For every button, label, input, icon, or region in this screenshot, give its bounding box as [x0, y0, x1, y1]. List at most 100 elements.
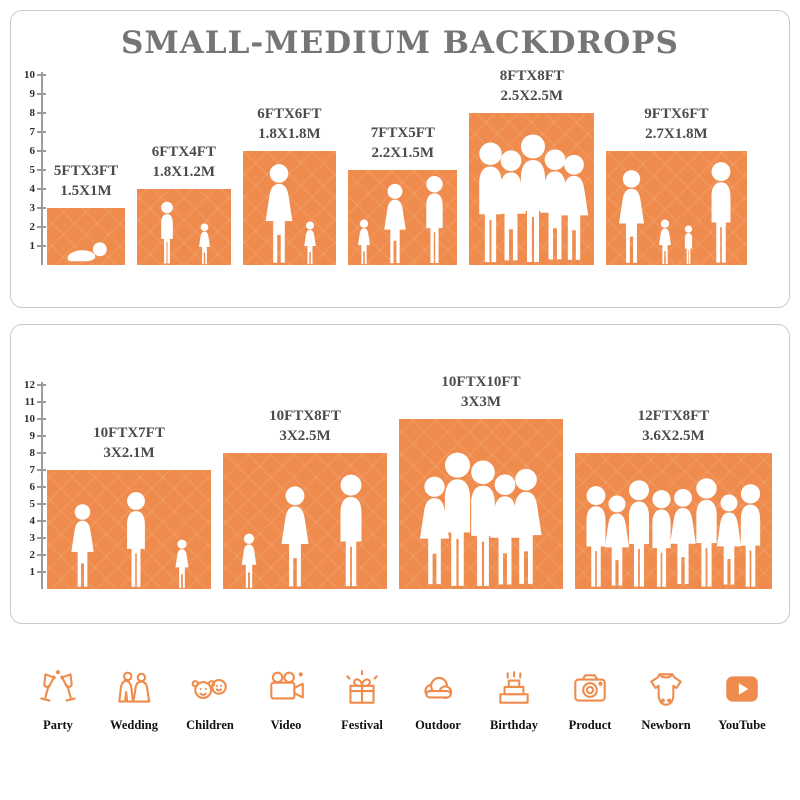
person-silhouette [196, 223, 213, 265]
category-label: Newborn [641, 718, 691, 732]
page-title: SMALL-MEDIUM BACKDROPS [121, 25, 679, 61]
bar-metric-label: 2.2X1.5M [371, 144, 435, 161]
backdrop-bar [223, 453, 387, 589]
ruler-tick: 10 [24, 413, 46, 425]
backdrop-bar [606, 151, 747, 265]
backdrop-bar [242, 151, 337, 265]
category-label: Wedding [110, 718, 158, 732]
person-silhouette [155, 201, 179, 265]
person-silhouette [238, 533, 260, 589]
bar-group: 6FTX6FT 1.8X1.8M [242, 105, 337, 265]
bar-label: 10FTX8FT 3X2.5M [269, 407, 341, 446]
bar-metric-label: 3X3M [460, 393, 501, 410]
person-silhouette [259, 163, 299, 265]
person-silhouette [330, 473, 372, 589]
bar-metric-label: 2.7X1.8M [645, 125, 708, 142]
category-label: Product [568, 718, 612, 732]
category-label: YouTube [718, 718, 766, 732]
bar-metric-label: 2.5X2.5M [500, 87, 564, 104]
bar-group: 5FTX3FT 1.5X1M [47, 162, 125, 265]
backdrop-bar [47, 470, 211, 589]
bar-size-label: 6FTX4FT [151, 144, 216, 160]
person-silhouette [702, 161, 740, 265]
bar-label: 12FTX8FT 3.6X2.5M [638, 407, 710, 446]
ruler-tick: 12 [24, 379, 46, 391]
bar-metric-label: 1.8X1.2M [152, 163, 216, 180]
category-item: Children [174, 668, 246, 733]
bar-label: 6FTX6FT 1.8X1.8M [257, 105, 321, 144]
ruler-tick: 4 [29, 515, 45, 527]
bar-group: 7FTX5FT 2.2X1.5M [348, 124, 458, 265]
birthday-icon [499, 671, 529, 704]
category-item: YouTube [706, 668, 778, 733]
person-silhouette [379, 183, 411, 265]
ruler-tick: 7 [29, 126, 45, 138]
bar-metric-label: 3.6X2.5M [642, 427, 705, 444]
bar-metric-label: 3X2.1M [103, 444, 155, 461]
youtube-icon [726, 676, 758, 702]
ruler-tick: 2 [29, 221, 45, 233]
small-medium-panel: SMALL-MEDIUM BACKDROPS 10 9 8 7 6 5 4 3 … [10, 10, 790, 308]
bar-size-label: 12FTX8FT [637, 408, 710, 424]
bar-size-label: 10FTX8FT [269, 408, 341, 424]
backdrop-bar [469, 113, 595, 265]
category-row: Party Wedding Children Video [22, 668, 778, 733]
bar-size-label: 10FTX10FT [441, 374, 521, 390]
ruler-tick: 2 [29, 549, 45, 561]
person-silhouette [63, 241, 109, 265]
bar-group: 10FTX7FT 3X2.1M [47, 424, 211, 589]
large-panel: 12 11 10 9 8 7 6 5 4 3 2 1 10FTX7FT 3X2.… [10, 324, 790, 624]
ruler-tick: 1 [29, 240, 45, 252]
backdrop-bar [47, 208, 125, 265]
category-item: Birthday [478, 668, 550, 733]
category-label: Video [270, 718, 302, 732]
person-silhouette [418, 175, 451, 265]
ruler: 12 11 10 9 8 7 6 5 4 3 2 1 [21, 379, 47, 589]
bar-label: 10FTX7FT 3X2.1M [93, 424, 165, 463]
ruler-tick: 3 [29, 532, 45, 544]
party-icon [40, 670, 76, 702]
ruler-tick: 11 [24, 396, 47, 408]
person-silhouette [66, 503, 99, 589]
person-silhouette [681, 225, 696, 265]
bars-row: 10FTX7FT 3X2.1M 10FTX8FT 3X2.5M 10FT [47, 373, 772, 589]
children-icon [191, 679, 227, 699]
bar-group: 12FTX8FT 3.6X2.5M [575, 407, 772, 589]
bar-metric-label: 1.5X1M [60, 182, 112, 199]
bar-group: 10FTX10FT 3X3M [399, 373, 563, 589]
ruler-tick: 5 [29, 164, 45, 176]
category-item: Wedding [98, 668, 170, 733]
person-silhouette [355, 219, 373, 265]
bar-size-label: 5FTX3FT [53, 163, 119, 179]
backdrop-bar [348, 170, 458, 265]
bar-size-label: 6FTX6FT [257, 106, 322, 122]
bar-label: 8FTX8FT 2.5X2.5M [500, 67, 564, 106]
ruler: 10 9 8 7 6 5 4 3 2 1 [21, 69, 46, 265]
backdrop-bar [137, 189, 231, 265]
bar-size-label: 7FTX5FT [370, 125, 435, 141]
category-item: Festival [326, 668, 398, 733]
person-silhouette [503, 465, 549, 589]
ruler-tick: 5 [29, 498, 45, 510]
category-item: Outdoor [402, 668, 474, 733]
ruler-tick: 3 [29, 202, 45, 214]
bar-group: 6FTX4FT 1.8X1.2M [137, 143, 231, 265]
person-silhouette [275, 485, 315, 589]
ruler-tick: 10 [24, 69, 46, 81]
bar-metric-label: 1.8X1.8M [258, 125, 321, 142]
newborn-icon [650, 673, 682, 706]
bar-label: 9FTX6FT 2.7X1.8M [644, 105, 708, 144]
product-icon [574, 674, 606, 702]
category-item: Newborn [630, 668, 702, 733]
bar-size-label: 9FTX6FT [644, 106, 709, 122]
bar-label: 10FTX10FT 3X3M [441, 373, 520, 412]
category-item: Product [554, 668, 626, 733]
person-silhouette [172, 539, 192, 589]
person-silhouette [118, 491, 154, 589]
bar-group: 10FTX8FT 3X2.5M [223, 407, 387, 589]
video-icon [270, 671, 304, 700]
bar-group: 9FTX6FT 2.7X1.8M [606, 105, 747, 265]
person-silhouette [656, 219, 674, 265]
ruler-tick: 6 [29, 145, 45, 157]
ruler-tick: 8 [29, 447, 45, 459]
